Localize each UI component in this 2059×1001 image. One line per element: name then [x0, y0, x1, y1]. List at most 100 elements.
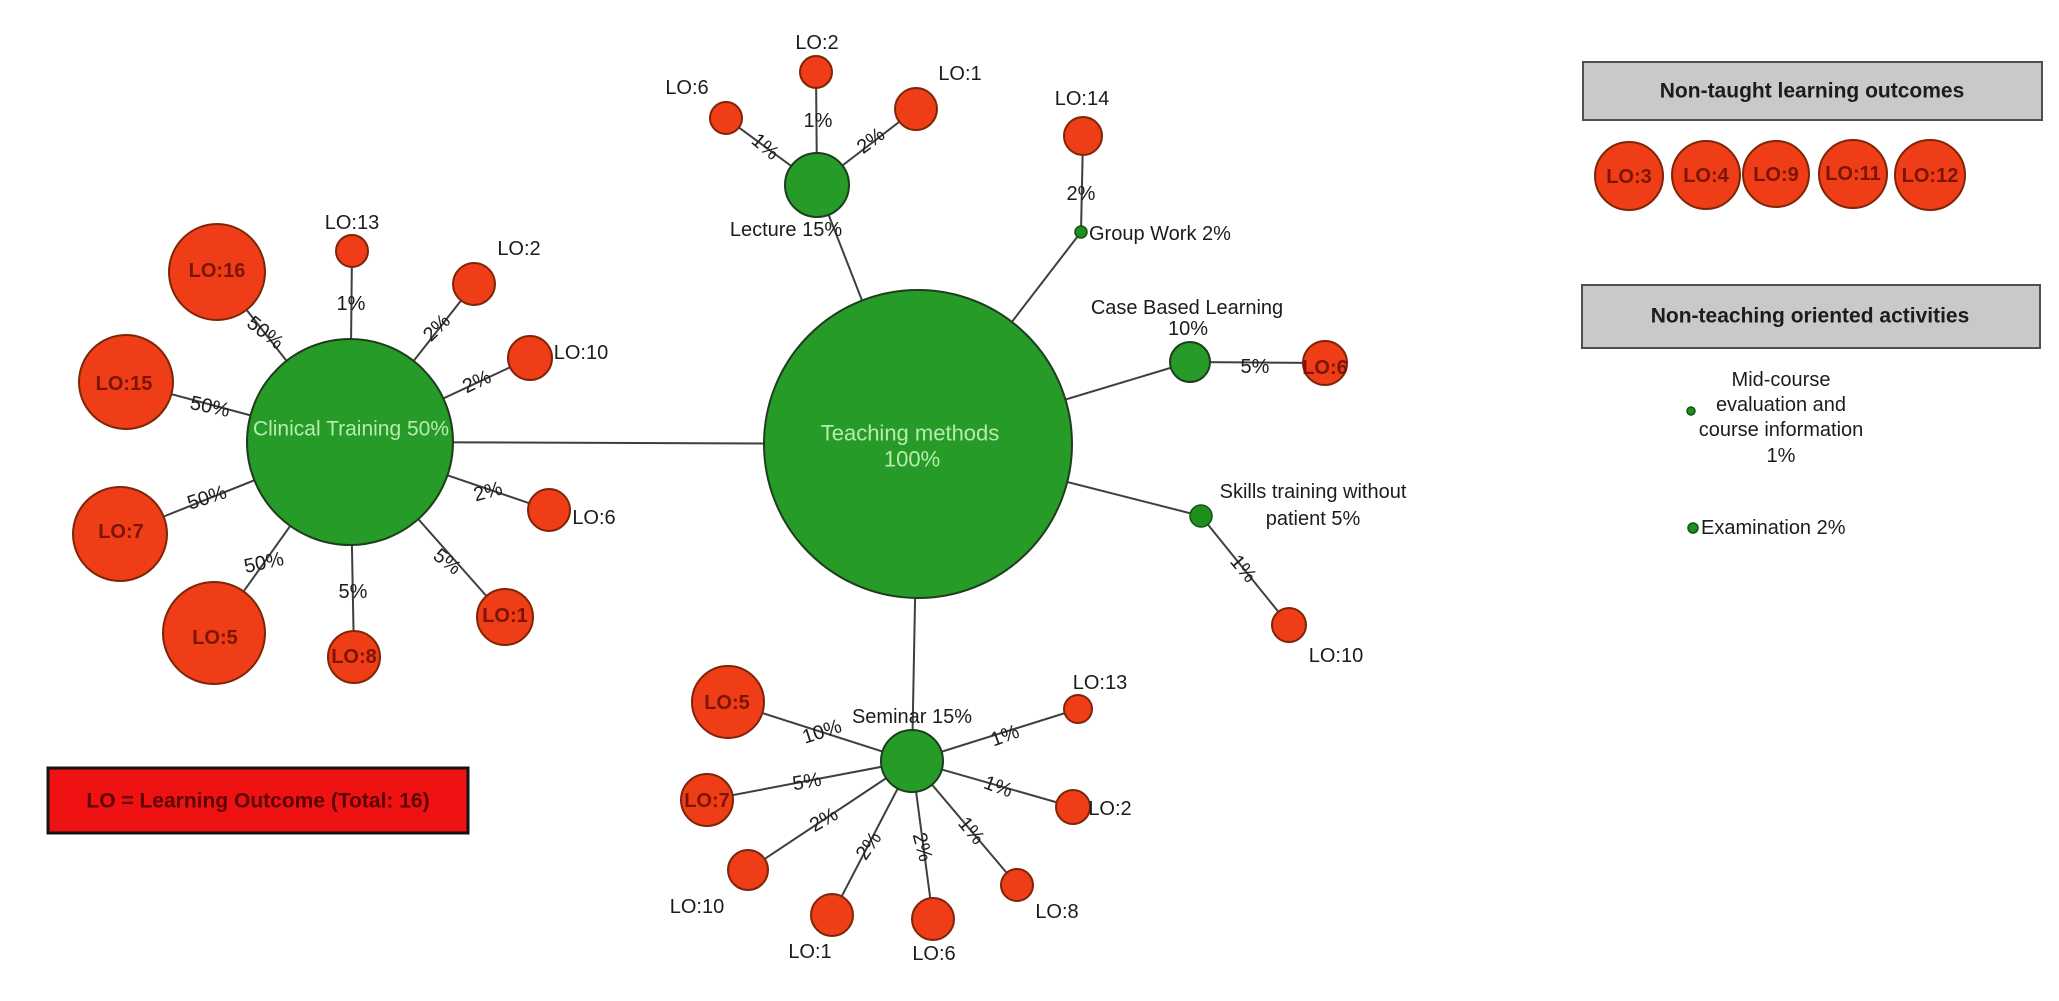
node-seminar — [880, 729, 944, 793]
examination-label: Examination 2% — [1701, 517, 1846, 539]
lo6-lecture-label: LO:6 — [665, 77, 708, 99]
edge-pct-seminar-lo5: 10% — [800, 715, 845, 748]
node-exam_dot — [1687, 522, 1699, 534]
lo1-lecture-label: LO:1 — [938, 63, 981, 85]
lo2-lecture-label: LO:2 — [795, 32, 838, 54]
edge-pct-groupwork-lo14: 2% — [1067, 183, 1096, 205]
node-lo10_cl — [507, 335, 553, 381]
edge-pct-clinical-lo13: 1% — [337, 293, 366, 315]
lo6-cbl-label: LO:6 — [1302, 357, 1348, 379]
node-lo5_sem — [691, 665, 765, 739]
node-lo11_p — [1818, 139, 1888, 209]
edge-pct-clinical-lo6: 2% — [471, 478, 505, 507]
node-lo6_cl — [527, 488, 571, 532]
node-lo1_sem — [810, 893, 854, 937]
node-lo8_sem — [1000, 868, 1034, 902]
lo12-panel-label: LO:12 — [1902, 165, 1959, 187]
edge-pct-seminar-lo6: 2% — [908, 830, 937, 864]
node-lo2_lec — [799, 55, 833, 89]
node-lo15_cl — [78, 334, 174, 430]
lo13-clinical-label: LO:13 — [325, 212, 379, 234]
non-taught-header-label: Non-taught learning outcomes — [1660, 80, 1965, 103]
node-lo14_gw — [1063, 116, 1103, 156]
lo14-label: LO:14 — [1055, 88, 1109, 110]
lo6-seminar-label: LO:6 — [912, 943, 955, 965]
lo5-seminar-label: LO:5 — [704, 692, 750, 714]
non-teaching-header-box — [1581, 284, 2041, 349]
cbl-label-line2: 10% — [1168, 318, 1208, 340]
node-lo2_sem — [1055, 789, 1091, 825]
skills-label-line1: Skills training without — [1220, 481, 1407, 503]
node-lo6_cbl — [1302, 340, 1348, 386]
lo9-panel-label: LO:9 — [1753, 164, 1799, 186]
node-gw_dot — [1074, 225, 1088, 239]
midcourse-label-line1: Mid-course — [1732, 369, 1831, 391]
node-lo8_cl — [327, 630, 381, 684]
edge-pct-clinical-lo1: 5% — [429, 544, 465, 579]
lo7-seminar-label: LO:7 — [684, 790, 730, 812]
node-lo7_sem — [680, 773, 734, 827]
edge-pct-seminar-lo8: 1% — [953, 813, 989, 849]
midcourse-label-line4: 1% — [1767, 445, 1796, 467]
node-skills_dot — [1189, 504, 1213, 528]
lo16-label: LO:16 — [189, 260, 246, 282]
edge-pct-seminar-lo10: 2% — [806, 803, 842, 837]
edge-pct-clinical-lo10: 2% — [459, 366, 495, 398]
skills-label-line2: patient 5% — [1266, 508, 1361, 530]
lo10-skills-label: LO:10 — [1309, 645, 1363, 667]
node-lo10_sem — [727, 849, 769, 891]
lo-note-box — [46, 766, 470, 835]
node-lo3_p — [1594, 141, 1664, 211]
cbl-label-line1: Case Based Learning — [1091, 297, 1283, 319]
lo11-panel-label: LO:11 — [1825, 163, 1881, 185]
teaching-methods-label-line2: 100% — [884, 447, 940, 472]
edge-pct-seminar-lo13: 1% — [988, 721, 1023, 752]
node-lo9_p — [1742, 140, 1810, 208]
midcourse-label-line2: evaluation and — [1716, 394, 1846, 416]
node-lo13_sem — [1063, 694, 1093, 724]
lecture-label: Lecture 15% — [730, 219, 843, 241]
lo8-seminar-label: LO:8 — [1035, 901, 1078, 923]
lo-note-label: LO = Learning Outcome (Total: 16) — [86, 790, 429, 813]
lo10-seminar-label: LO:10 — [670, 896, 724, 918]
lo13-seminar-label: LO:13 — [1073, 672, 1127, 694]
lo5-clinical-label: LO:5 — [192, 627, 238, 649]
node-lo6_lec — [709, 101, 743, 135]
edge-pct-seminar-lo2: 1% — [981, 772, 1016, 803]
lo1-clinical-label: LO:1 — [482, 605, 528, 627]
edge-pct-clinical-lo16: 50% — [242, 312, 287, 354]
node-lo12_p — [1894, 139, 1966, 211]
node-lecture — [784, 152, 850, 218]
lo4-panel-label: LO:4 — [1683, 165, 1729, 187]
node-lo10_skl — [1271, 607, 1307, 643]
node-cbl — [1169, 341, 1211, 383]
node-mid_dot — [1686, 406, 1696, 416]
edge-pct-lecture-lo6: 1% — [747, 129, 783, 165]
lo2-seminar-label: LO:2 — [1088, 798, 1131, 820]
non-teaching-header-label: Non-teaching oriented activities — [1651, 305, 1970, 328]
edge-pct-cbl-lo6: 5% — [1241, 356, 1270, 378]
node-lo5_cl — [162, 581, 266, 685]
lo3-panel-label: LO:3 — [1606, 166, 1652, 188]
node-lo6_sem — [911, 897, 955, 941]
node-lo1_lec — [894, 87, 938, 131]
edge-seminar-lo7_sem — [706, 760, 913, 801]
node-lo7_cl — [72, 486, 168, 582]
non-taught-header-box — [1582, 61, 2043, 121]
edge-pct-clinical-lo8: 5% — [339, 581, 368, 603]
node-lo2_cl — [452, 262, 496, 306]
group-work-label: Group Work 2% — [1089, 223, 1231, 245]
edge-pct-lecture-lo2: 1% — [804, 110, 833, 132]
edge-pct-skills-lo10: 1% — [1225, 551, 1261, 587]
seminar-label: Seminar 15% — [852, 706, 972, 728]
node-teaching — [763, 289, 1073, 599]
node-clinical — [246, 338, 454, 546]
lo8-clinical-label: LO:8 — [331, 646, 377, 668]
teaching-methods-label-line1: Teaching methods — [821, 421, 1000, 446]
edge-pct-clinical-lo7: 50% — [185, 481, 230, 514]
node-lo13_cl — [335, 234, 369, 268]
edge-skills_dot-lo10_skl — [1200, 515, 1290, 626]
edge-pct-seminar-lo1: 2% — [852, 828, 887, 864]
edge-pct-clinical-lo15: 50% — [188, 392, 232, 422]
